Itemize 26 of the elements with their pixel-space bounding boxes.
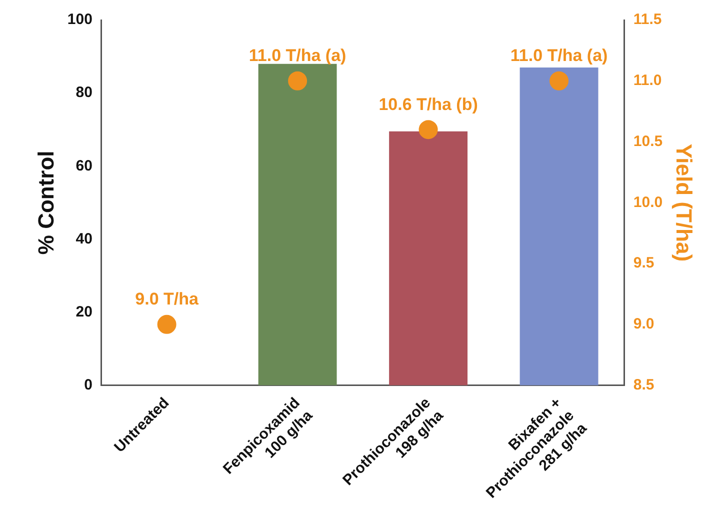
y2-tick-label: 10.0 (633, 194, 663, 211)
point (288, 71, 308, 90)
point (418, 120, 438, 140)
point (157, 314, 176, 334)
y2-axis-title: Yield (T/ha) (672, 144, 697, 262)
y-tick-label: 0 (84, 376, 92, 394)
y-axis-title: % Control (33, 150, 58, 255)
bar (258, 64, 337, 386)
data-label: 10.6 T/ha (b) (378, 94, 478, 114)
y2-tick-label: 9.0 (633, 316, 654, 333)
y-tick-label: 60 (76, 157, 92, 174)
point (550, 71, 569, 90)
y2-tick-label: 8.5 (633, 376, 654, 394)
data-label: 9.0 T/ha (135, 290, 199, 309)
y2-tick-label: 9.5 (633, 254, 654, 272)
y-tick-label: 100 (67, 11, 92, 28)
y2-tick-label: 11.0 (633, 72, 662, 90)
y-tick-label: 40 (76, 230, 92, 248)
data-label: 11.0 T/ha (a) (248, 46, 346, 66)
bar (520, 67, 598, 386)
y-tick-label: 80 (76, 84, 92, 102)
data-label: 11.0 T/ha (a) (510, 46, 608, 66)
bar (389, 131, 468, 386)
y-tick-label: 20 (76, 303, 92, 320)
y2-tick-label: 10.5 (633, 132, 663, 150)
y2-tick-label: 11.5 (633, 11, 662, 28)
